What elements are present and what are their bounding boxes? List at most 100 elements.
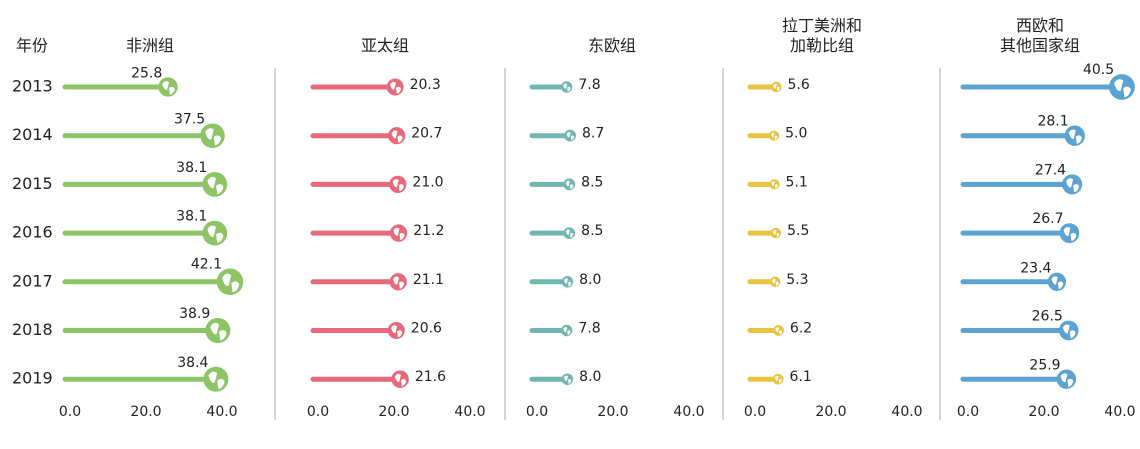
lollipop [62,220,228,246]
lollipop [62,77,178,97]
value-label: 20.3 [410,77,441,93]
globe-land [393,227,405,241]
globe [769,179,780,190]
value-label: 7.8 [578,77,600,93]
globe [564,129,576,142]
lollipop [529,373,574,385]
lollipop [62,317,231,344]
globe [561,276,574,288]
globe-land [391,130,403,143]
value-label: 38.4 [177,355,208,371]
value-label: 37.5 [174,111,205,127]
x-tick-label: 0.0 [744,404,766,420]
lollipop [310,224,408,242]
lollipop [310,321,405,340]
lollipop [529,81,573,93]
year-label: 2018 [12,320,53,339]
globe-land [1063,227,1077,241]
value-label: 6.2 [790,321,812,337]
year-label: 2019 [12,369,53,388]
value-label: 26.7 [1032,211,1063,227]
x-tick-label: 0.0 [526,404,548,420]
globe [561,373,574,385]
globe [563,227,576,239]
x-tick-label: 0.0 [59,404,81,420]
lollipop [960,320,1079,341]
globe [391,370,409,388]
globe-land [207,176,224,195]
globe-land [770,132,778,140]
x-tick-label: 0.0 [957,404,979,420]
globe-land [1051,276,1064,290]
x-tick-label: 20.0 [130,404,161,420]
globe [560,81,573,93]
year-label: 2014 [12,125,53,144]
globe-land [1068,129,1082,144]
globe-land [772,229,780,238]
globe-land [390,81,402,94]
value-label: 21.6 [415,369,446,385]
value-label: 25.9 [1029,358,1060,374]
value-label: 38.1 [176,160,207,176]
value-label: 28.1 [1037,114,1068,130]
globe-land [1114,79,1131,98]
globe-land [563,83,571,92]
globe-land [391,325,403,338]
lollipop [62,268,244,296]
globe-land [774,375,782,384]
x-tick-label: 0.0 [307,404,329,420]
globe-land [563,326,571,336]
lollipop [747,130,780,141]
lollipop [529,276,574,288]
value-label: 38.1 [176,209,207,225]
value-label: 23.4 [1020,261,1051,277]
x-tick-label: 20.0 [378,404,409,420]
value-label: 42.1 [191,257,222,273]
value-label: 8.0 [579,369,601,385]
globe-land [1062,324,1076,339]
lollipop [62,172,228,197]
lollipop [310,127,406,145]
lollipop [529,129,576,142]
value-label: 8.7 [582,126,604,142]
lollipop [529,227,576,239]
value-label: 21.2 [413,223,444,239]
panel-title: 拉丁美洲和 加勒比组 [781,16,863,55]
x-tick-label: 20.0 [815,404,846,420]
value-label: 21.1 [413,272,444,288]
value-label: 38.9 [179,306,210,322]
lollipop [747,276,781,287]
globe-land [566,132,575,141]
globe [769,276,781,287]
value-label: 8.5 [581,223,603,239]
lollipop [747,227,782,239]
lollipop [310,175,407,194]
value-label: 5.3 [786,272,808,288]
value-label: 5.6 [788,77,810,93]
lollipop [62,366,229,392]
globe [387,321,405,340]
value-label: 27.4 [1035,162,1066,178]
year-label: 2013 [12,77,53,96]
panel-title: 非洲组 [125,36,175,55]
year-label: 2015 [12,174,53,193]
value-label: 25.8 [131,65,162,81]
x-tick-label: 40.0 [673,404,704,420]
lollipop [960,74,1135,100]
panel-title: 东欧组 [587,36,637,55]
x-tick-label: 20.0 [597,404,628,420]
globe [771,81,782,93]
globe-land [394,373,407,387]
globe-land [771,181,778,189]
x-tick-label: 20.0 [1028,404,1059,420]
year-label: 2016 [12,223,53,242]
globe-land [1060,373,1074,387]
lollipop [960,174,1083,195]
globe [768,130,780,141]
globe-land [208,371,225,390]
globe [389,224,408,242]
x-tick-label: 40.0 [1104,404,1135,420]
lollipop [529,324,573,337]
lollipop [960,125,1085,146]
